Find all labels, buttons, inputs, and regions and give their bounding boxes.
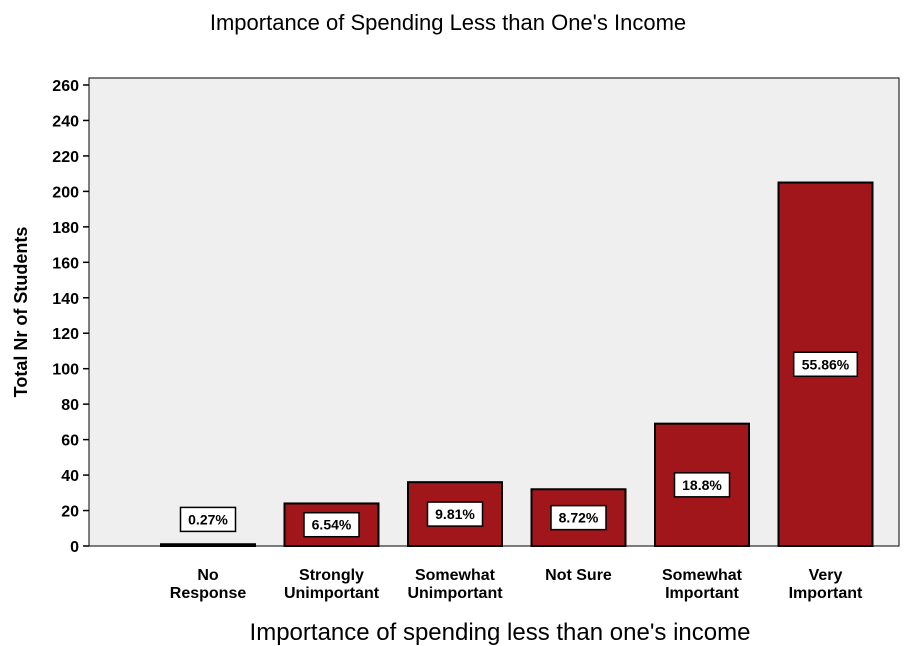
data-label-box (673, 472, 731, 498)
category-label: Strongly Unimportant (284, 567, 380, 602)
y-tick-label: 60 (61, 433, 79, 450)
y-tick-label: 40 (61, 468, 79, 485)
data-label: 55.86% (802, 356, 850, 372)
data-label-box (426, 501, 484, 527)
y-tick-label: 220 (52, 149, 79, 166)
y-tick-label: 80 (61, 397, 79, 414)
data-label: 9.81% (435, 506, 475, 522)
data-label: 18.8% (682, 477, 722, 493)
y-tick-label: 20 (61, 504, 79, 521)
category-label: Not Sure (545, 567, 612, 584)
y-tick-label: 0 (70, 539, 79, 556)
x-axis-label: Importance of spending less than one's i… (250, 619, 751, 646)
y-tick-label: 120 (52, 326, 79, 343)
plot-area (88, 77, 900, 547)
y-tick-label: 100 (52, 362, 79, 379)
data-label: 0.27% (188, 511, 228, 527)
y-tick-label: 160 (52, 255, 79, 272)
category-label: Very Important (789, 567, 863, 602)
y-tick-label: 180 (52, 220, 79, 237)
bar (160, 543, 256, 548)
data-label: 6.54% (312, 517, 352, 533)
chart-title: Importance of Spending Less than One's I… (210, 10, 686, 35)
y-tick-label: 240 (52, 113, 79, 130)
y-tick-label: 200 (52, 184, 79, 201)
category-label: Somewhat Important (662, 567, 743, 602)
data-label-box (792, 351, 859, 378)
y-axis-label: Total Nr of Students (11, 227, 31, 398)
data-label-box (179, 506, 237, 533)
y-tick-label: 140 (52, 291, 79, 308)
category-label: Somewhat Unimportant (407, 567, 503, 602)
data-label: 8.72% (559, 510, 599, 526)
category-label: No Response (170, 567, 247, 602)
data-label-box (303, 511, 360, 538)
y-tick-label: 260 (52, 78, 79, 95)
data-label-box (550, 504, 607, 531)
